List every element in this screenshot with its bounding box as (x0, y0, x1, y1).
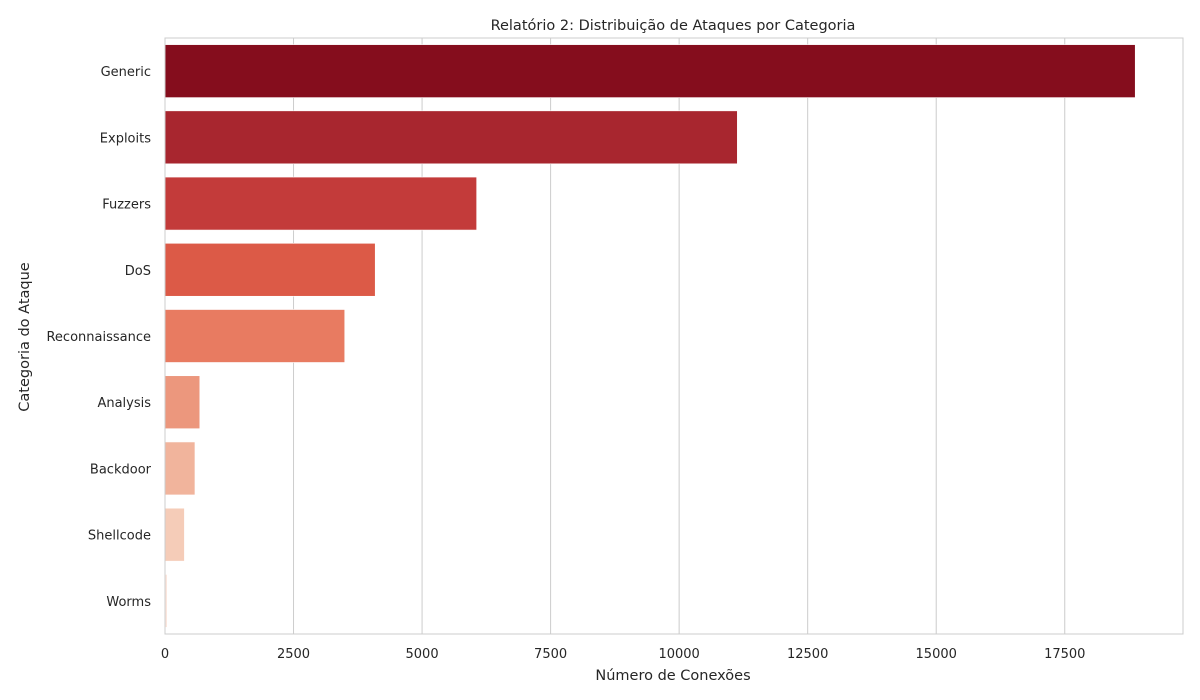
bar-dos (164, 242, 376, 297)
y-tick-label: Exploits (100, 131, 151, 146)
y-tick-label: Shellcode (88, 529, 151, 544)
y-axis-label: Categoria do Ataque (17, 262, 33, 411)
x-tick-label: 10000 (658, 647, 699, 662)
y-tick-label: DoS (125, 264, 151, 279)
bar-shellcode (164, 507, 185, 562)
x-tick-label: 0 (161, 647, 169, 662)
x-axis-label: Número de Conexões (595, 668, 750, 684)
bar-generic (164, 44, 1136, 98)
bars (164, 44, 1136, 628)
y-tick-labels: Generic Exploits Fuzzers DoS Reconnaissance A… (46, 65, 151, 610)
bar-analysis (164, 375, 201, 430)
y-tick-label: Fuzzers (102, 198, 151, 213)
y-tick-label: Worms (106, 595, 151, 610)
bar-backdoor (164, 441, 196, 496)
x-tick-label: 15000 (916, 647, 957, 662)
y-tick-label: Backdoor (90, 462, 152, 477)
y-tick-label: Reconnaissance (46, 330, 151, 345)
bar-reconnaissance (164, 309, 346, 363)
x-tick-label: 7500 (534, 647, 567, 662)
chart-title: Relatório 2: Distribuição de Ataques por… (491, 18, 856, 34)
x-tick-label: 5000 (406, 647, 439, 662)
x-tick-labels: 0 2500 5000 7500 10000 12500 15000 17500 (161, 647, 1086, 662)
x-tick-label: 17500 (1044, 647, 1085, 662)
bar-fuzzers (164, 176, 477, 231)
y-tick-label: Analysis (97, 396, 151, 411)
y-tick-label: Generic (101, 65, 151, 80)
plot-frame (164, 37, 1184, 635)
bar-exploits (164, 110, 738, 165)
x-tick-label: 12500 (787, 647, 828, 662)
x-tick-label: 2500 (277, 647, 310, 662)
